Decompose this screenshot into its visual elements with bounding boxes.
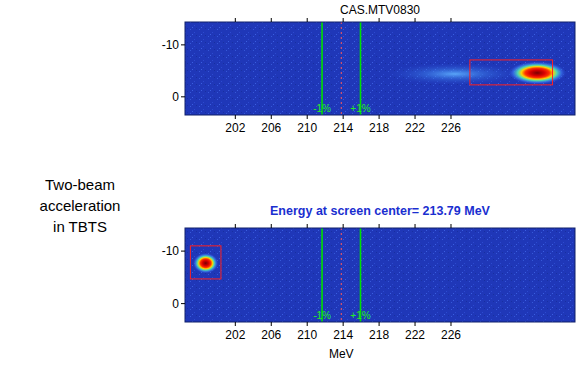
x-tick — [271, 322, 272, 326]
acceptance-line — [321, 228, 323, 322]
caption: in TBTS — [53, 218, 107, 235]
x-tick — [415, 224, 416, 228]
x-tick-label: 210 — [297, 121, 317, 135]
y-tick — [181, 96, 185, 97]
x-tick-label: 206 — [261, 328, 281, 342]
acceptance-line — [360, 228, 362, 322]
x-tick — [415, 115, 416, 119]
x-tick-label: 226 — [441, 121, 461, 135]
beam-spot — [509, 61, 567, 84]
roi-box — [470, 60, 553, 85]
acceptance-label: -1% — [313, 103, 331, 114]
frame — [185, 22, 575, 115]
beam-spot — [193, 253, 218, 273]
x-tick — [307, 224, 308, 228]
frame — [185, 228, 575, 322]
x-tick — [307, 115, 308, 119]
acceptance-line — [360, 22, 362, 115]
x-tick — [235, 115, 236, 119]
center-line — [341, 22, 342, 115]
beam-spot — [387, 63, 522, 85]
y-tick-label: 0 — [172, 297, 179, 311]
center-line — [341, 228, 342, 322]
x-tick — [415, 322, 416, 326]
screen-bg — [185, 22, 575, 115]
x-tick-label: 214 — [333, 121, 353, 135]
x-tick-label: 222 — [405, 328, 425, 342]
plot-area — [185, 22, 575, 115]
x-tick-label: 210 — [297, 328, 317, 342]
x-tick-label: 202 — [225, 121, 245, 135]
y-tick — [181, 303, 185, 304]
x-tick-label: 206 — [261, 121, 281, 135]
figure: Two-beam acceleration in TBTS CAS.MTV0830 -1… — [0, 0, 587, 389]
y-tick-label: 0 — [172, 90, 179, 104]
x-tick — [271, 18, 272, 22]
acceptance-label: +1% — [350, 103, 370, 114]
acceptance-line — [321, 22, 323, 115]
y-tick-label: -10 — [162, 38, 180, 52]
x-tick — [271, 115, 272, 119]
x-tick — [450, 115, 451, 119]
caption: Two-beam — [45, 176, 115, 193]
y-tick-label: -10 — [162, 244, 180, 258]
x-tick — [307, 18, 308, 22]
x-tick-label: 226 — [441, 328, 461, 342]
title: CAS.MTV0830 — [340, 3, 420, 17]
x-tick-label: 202 — [225, 328, 245, 342]
caption: acceleration — [40, 197, 121, 214]
y-tick — [181, 251, 185, 252]
x-tick — [379, 115, 380, 119]
panel: CAS.MTV0830 -1% +1% 202 206 210 214 218 222 226 -1… — [162, 3, 575, 135]
roi-box — [190, 246, 221, 279]
x-tick — [343, 18, 344, 22]
x-tick-label: 222 — [405, 121, 425, 135]
x-tick-label: 218 — [369, 328, 389, 342]
screen-bg — [185, 228, 575, 322]
x-tick — [307, 322, 308, 326]
panel: Energy at screen center= 213.79 MeV -1% +1… — [162, 204, 575, 361]
x-tick — [343, 115, 344, 119]
x-tick — [379, 322, 380, 326]
x-tick — [343, 322, 344, 326]
x-tick — [450, 322, 451, 326]
x-tick — [379, 18, 380, 22]
x-tick — [271, 224, 272, 228]
acceptance-label: +1% — [350, 310, 370, 321]
x-tick-label: 218 — [369, 121, 389, 135]
plot-area — [185, 228, 575, 322]
x-tick — [450, 224, 451, 228]
title: Energy at screen center= 213.79 MeV — [270, 204, 491, 218]
x-tick-label: 214 — [333, 328, 353, 342]
acceptance-label: -1% — [313, 310, 331, 321]
x-tick — [379, 224, 380, 228]
x-tick — [235, 322, 236, 326]
x-tick — [235, 224, 236, 228]
x-tick — [235, 18, 236, 22]
y-tick — [181, 44, 185, 45]
x-tick — [343, 224, 344, 228]
x-tick — [450, 18, 451, 22]
x-axis-title: MeV — [329, 347, 354, 361]
x-tick — [415, 18, 416, 22]
